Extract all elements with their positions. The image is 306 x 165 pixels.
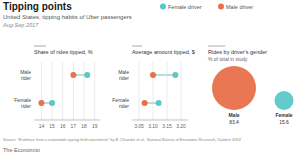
dot [150, 72, 156, 78]
axis-line [34, 120, 100, 121]
category-label-line: rider [119, 103, 129, 109]
grid-line [41, 62, 42, 120]
dot [142, 100, 148, 106]
panel-title: Rides by driver's gender [208, 49, 267, 55]
dot [172, 72, 178, 78]
tick-label: 3.05 [134, 123, 144, 129]
dot [70, 72, 76, 78]
chart: Tipping points United States, tipping hab… [0, 0, 306, 165]
legend-label: Male driver [226, 4, 253, 10]
subtitle: United States, tipping habits of Uber pa… [3, 14, 132, 20]
bubble [274, 91, 293, 110]
dumbbell-panel: Share of rides tipped, % 14 15 16 17 18 19 Male… [14, 46, 100, 129]
grid-line [62, 62, 63, 120]
source: Source: "Evidence from a nationwide tipp… [3, 137, 241, 142]
panel-subtitle: % of total in study [208, 56, 248, 62]
divider [34, 46, 46, 47]
bubble-panel: Rides by driver's gender% of total in st… [208, 46, 294, 125]
tick-label: 19 [92, 123, 98, 129]
data-label: 83.4 [229, 119, 239, 125]
legend-label: Female driver [168, 4, 202, 10]
grid-line [94, 62, 95, 120]
connector [153, 74, 175, 76]
axis-line [132, 120, 188, 121]
data-label: 15.6 [279, 119, 289, 125]
tick-label: 3.20 [176, 123, 186, 129]
dumbbell-panel: Average amount tipped, $ 3.05 3.10 3.15 3.20… [112, 46, 195, 129]
tick-label: 3.10 [148, 123, 158, 129]
tick-label: 14 [39, 123, 45, 129]
legend-swatch [218, 4, 224, 10]
category-label: Malerider [20, 69, 31, 81]
category-label-line: rider [21, 103, 31, 109]
grid-line [167, 62, 168, 120]
grid-line [84, 62, 85, 120]
credit: The Economist [3, 147, 40, 153]
marks [38, 72, 90, 106]
tick-label: 18 [81, 123, 87, 129]
dot [49, 100, 55, 106]
grid-line [181, 62, 182, 120]
tick-label: 3.15 [162, 123, 172, 129]
divider [132, 46, 142, 47]
category-label: Malerider [118, 69, 129, 81]
grid-line [52, 62, 53, 120]
bubble-category: Female [275, 112, 292, 118]
legend-entry: Male driver [218, 4, 253, 10]
tick-label: 15 [49, 123, 55, 129]
grid-line [153, 62, 154, 120]
legend-entry: Female driver [160, 4, 202, 10]
grid-line [73, 62, 74, 120]
category-label: Femalerider [112, 97, 129, 109]
dot [84, 72, 90, 78]
panel-title: Average amount tipped, $ [132, 49, 195, 55]
grid-line [139, 62, 140, 120]
bubble [212, 66, 256, 110]
category-label-line: rider [21, 75, 31, 81]
category-label: Femalerider [14, 97, 31, 109]
title: Tipping points [3, 1, 72, 12]
dot [156, 100, 162, 106]
legend-swatch [160, 4, 166, 10]
panel-title: Share of rides tipped, % [34, 49, 93, 55]
divider [208, 46, 225, 47]
dot [38, 100, 44, 106]
marks [142, 72, 179, 106]
category-label-line: rider [119, 75, 129, 81]
tick-label: 16 [60, 123, 66, 129]
tick-label: 17 [71, 123, 77, 129]
date-note: Aug-Sep 2017 [2, 22, 39, 28]
bubble-category: Male [228, 112, 239, 118]
